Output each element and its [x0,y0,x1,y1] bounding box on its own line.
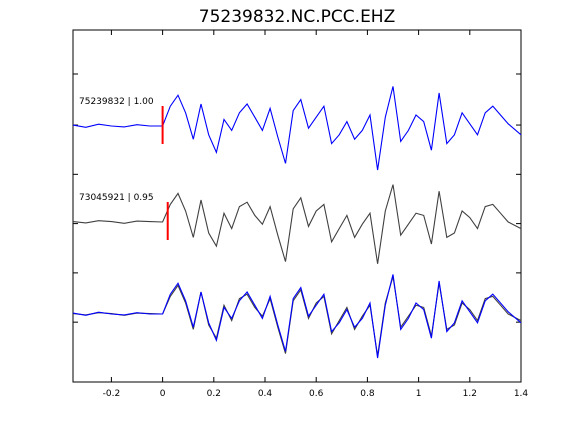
overlay-trace [72,276,522,356]
plot-frame [72,29,522,383]
axis-ticks: -0.2 0 0.2 0.4 0.6 0.8 1 1.2 1.4 [73,30,528,399]
chart-title: 75239832.NC.PCC.EHZ [199,7,396,27]
x-tick-label: 1 [416,389,422,399]
x-tick-label: 0.8 [360,389,375,399]
waveform-trace [72,184,522,264]
x-tick-label: 0.4 [258,389,273,399]
x-tick-label: -0.2 [103,389,121,399]
waveform-trace [72,86,522,171]
overlay-trace [72,274,522,359]
waveform-traces [72,86,522,359]
x-tick-label: 1.2 [463,389,477,399]
trace-label: 73045921 | 0.95 [79,193,154,203]
trace-label: 75239832 | 1.00 [79,97,154,107]
x-tick-label: 0.2 [207,389,221,399]
trace-labels: 75239832 | 1.00 73045921 | 0.95 [79,97,154,203]
x-tick-label: 0 [160,389,166,399]
x-tick-label: 1.4 [514,389,529,399]
x-tick-label: 0.6 [309,389,324,399]
